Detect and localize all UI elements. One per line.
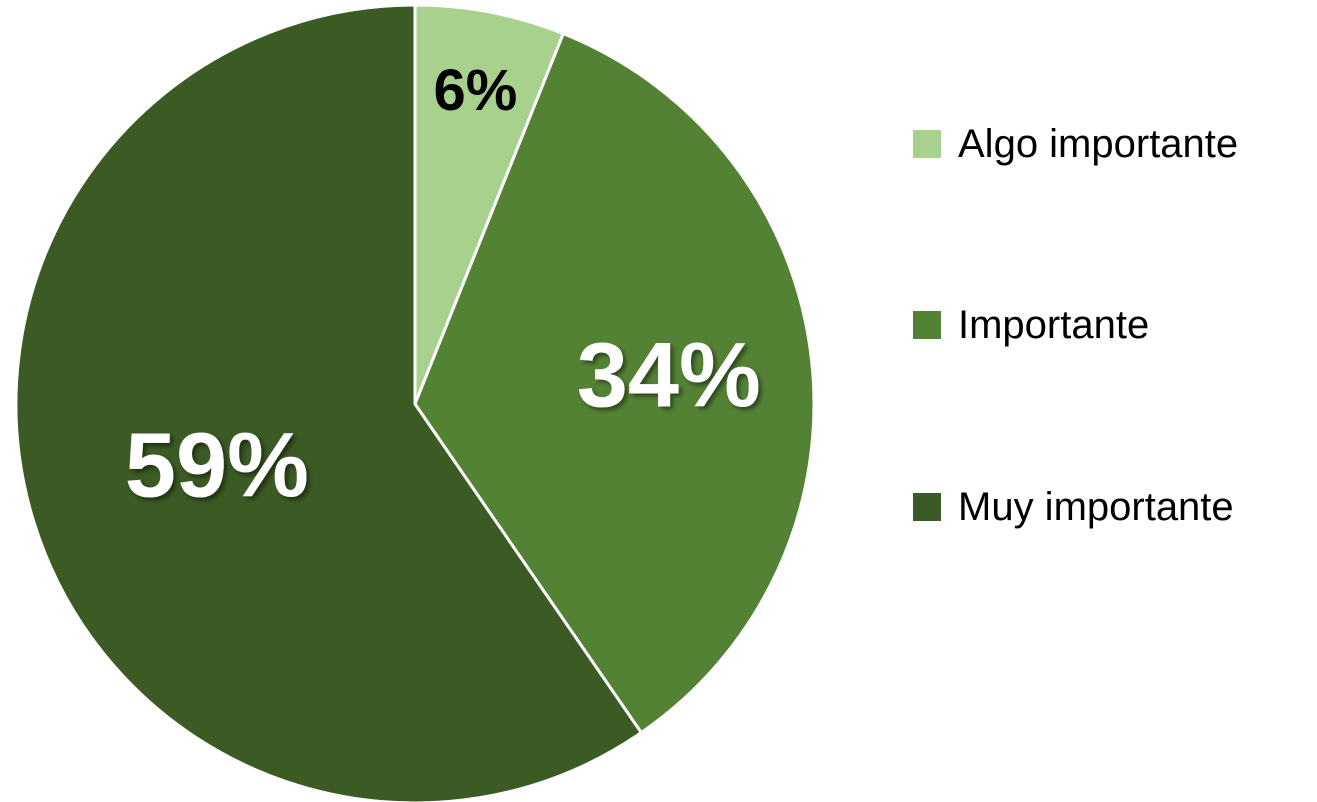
data-label-algo-importante: 6% <box>433 58 517 123</box>
legend-swatch-muy-importante <box>913 493 941 521</box>
legend-item-importante: Importante <box>913 300 1149 350</box>
chart-legend: Algo importante Importante Muy important… <box>913 0 1313 802</box>
data-label-muy-importante: 59% <box>125 415 309 517</box>
legend-label-algo-importante: Algo importante <box>958 121 1239 166</box>
pie-slice-importante <box>413 32 816 735</box>
legend-item-algo-importante: Algo importante <box>913 119 1238 169</box>
data-label-importante: 34% <box>577 325 761 427</box>
pie-slice-muy-importante <box>14 3 643 802</box>
legend-label-muy-importante: Muy importante <box>958 484 1234 529</box>
pie-slice-algo-importante <box>413 3 565 406</box>
legend-item-muy-importante: Muy importante <box>913 482 1234 532</box>
legend-swatch-importante <box>913 311 941 339</box>
pie-slices <box>14 3 816 802</box>
legend-label-importante: Importante <box>958 302 1150 347</box>
pie-data-labels: 6% 34% 59% <box>125 58 761 517</box>
legend-swatch-algo-importante <box>913 130 941 158</box>
